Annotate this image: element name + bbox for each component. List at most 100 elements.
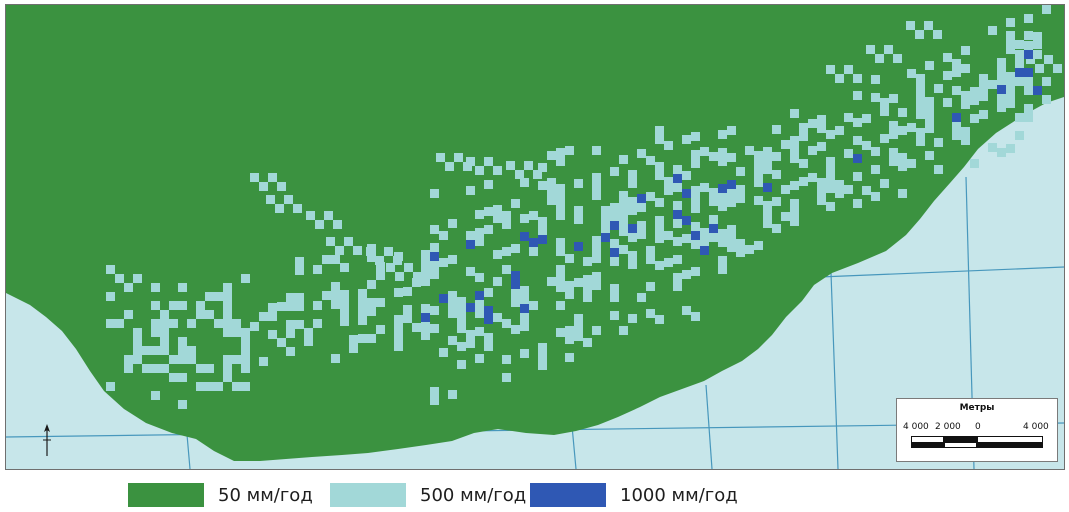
pixel-500 [331,300,340,309]
pixel-500 [358,289,367,298]
pixel-500 [493,277,502,286]
pixel-500 [619,227,628,236]
pixel-500 [664,258,673,267]
pixel-500 [574,206,583,215]
pixel-500 [574,215,583,224]
pixel-500 [124,310,133,319]
pixel-500 [619,200,628,209]
pixel-500 [844,149,853,158]
pixel-500 [151,346,160,355]
pixel-500 [293,204,302,213]
pixel-500 [448,255,457,264]
pixel-500 [898,153,907,162]
pixel-500 [718,256,727,265]
pixel-1000 [1015,68,1024,77]
pixel-500 [880,134,889,143]
pixel-500 [637,221,646,230]
pixel-1000 [682,216,691,225]
pixel-500 [430,270,439,279]
pixel-500 [538,181,547,190]
pixel-500 [223,283,232,292]
pixel-500 [466,157,475,166]
pixel-500 [592,245,601,254]
pixel-500 [511,244,520,253]
pixel-500 [925,115,934,124]
pixel-1000 [574,242,583,251]
scale-tick-label: 0 [975,422,981,432]
pixel-500 [592,146,601,155]
pixel-500 [655,162,664,171]
pixel-500 [916,83,925,92]
pixel-500 [1006,81,1015,90]
pixel-1000 [511,271,520,280]
pixel-500 [961,46,970,55]
pixel-500 [1024,14,1033,23]
pixel-1000 [673,210,682,219]
recharge-map [6,5,1064,469]
pixel-500 [333,220,342,229]
pixel-500 [331,255,340,264]
pixel-500 [790,217,799,226]
pixel-500 [106,382,115,391]
pixel-500 [241,337,250,346]
pixel-500 [196,301,205,310]
pixel-500 [367,334,376,343]
pixel-500 [403,305,412,314]
pixel-500 [592,236,601,245]
north-arrow-icon [43,424,51,456]
pixel-500 [952,59,961,68]
pixel-500 [1015,40,1024,49]
pixel-500 [448,336,457,345]
pixel-500 [736,194,745,203]
pixel-500 [295,302,304,311]
pixel-500 [160,328,169,337]
pixel-500 [619,326,628,335]
pixel-500 [266,195,275,204]
pixel-500 [646,156,655,165]
pixel-500 [970,159,979,168]
pixel-500 [421,250,430,259]
pixel-500 [988,143,997,152]
pixel-500 [448,390,457,399]
pixel-500 [610,212,619,221]
pixel-500 [772,170,781,179]
pixel-500 [718,265,727,274]
pixel-500 [772,152,781,161]
pixel-500 [637,230,646,239]
pixel-500 [907,69,916,78]
pixel-500 [700,228,709,237]
pixel-1000 [466,240,475,249]
pixel-1000 [628,224,637,233]
pixel-500 [565,335,574,344]
pixel-500 [556,283,565,292]
pixel-500 [344,237,353,246]
pixel-500 [1006,90,1015,99]
pixel-500 [1033,32,1042,41]
pixel-500 [574,314,583,323]
pixel-500 [592,191,601,200]
pixel-500 [538,163,547,172]
pixel-500 [538,217,547,226]
pixel-500 [700,147,709,156]
legend-label: 1000 мм/год [620,485,738,506]
pixel-1000 [853,154,862,163]
pixel-500 [790,145,799,154]
pixel-500 [223,364,232,373]
pixel-500 [772,224,781,233]
pixel-500 [394,288,403,297]
pixel-500 [529,247,538,256]
pixel-500 [178,400,187,409]
pixel-500 [736,185,745,194]
pixel-500 [304,328,313,337]
pixel-500 [817,124,826,133]
pixel-500 [133,337,142,346]
pixel-500 [436,153,445,162]
pixel-500 [655,315,664,324]
pixel-500 [619,218,628,227]
pixel-500 [250,173,259,182]
pixel-500 [655,216,664,225]
pixel-500 [556,265,565,274]
pixel-500 [502,319,511,328]
pixel-500 [997,58,1006,67]
pixel-500 [376,325,385,334]
